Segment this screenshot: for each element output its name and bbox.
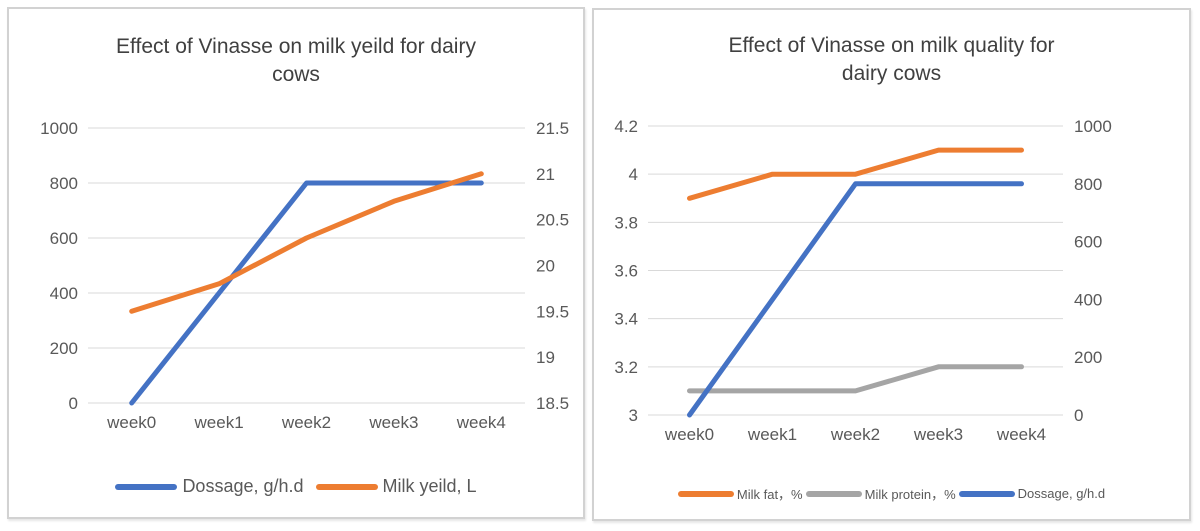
left-axis-tick-label: 600 (50, 229, 78, 248)
left-axis-tick-label: 200 (50, 339, 78, 358)
x-axis-category-label: week4 (456, 413, 506, 432)
legend-label: Milk yeild, L (382, 476, 477, 496)
right-axis-tick-label: 18.5 (536, 394, 569, 413)
milk-yield-chart-card[interactable]: Effect of Vinasse on milk yeild for dair… (7, 7, 585, 519)
x-axis-category-label: week0 (106, 413, 156, 432)
series-line-dossage-g-h-d (687, 181, 1024, 418)
left-axis-tick-label: 400 (50, 284, 78, 303)
left-axis-tick-label: 1000 (40, 121, 78, 138)
legend-item-milk-fat: Milk fat，% (677, 484, 803, 503)
right-axis-tick-label: 200 (1074, 348, 1102, 367)
right-axis-tick-label: 20 (536, 257, 555, 276)
chart-legend: Dossage, g/h.d Milk yeild, L (9, 476, 583, 497)
legend-item-milk-protein: Milk protein，% (805, 484, 956, 503)
legend-swatch-blue-line (958, 490, 1015, 497)
right-axis-tick-label: 600 (1074, 233, 1102, 252)
right-axis-tick-label: 19 (536, 348, 555, 367)
left-axis-tick-label: 3.4 (614, 310, 638, 329)
left-axis-tick-label: 3 (629, 406, 638, 425)
left-axis-tick-label: 4 (629, 165, 638, 184)
chart-title-area: Effect of Vinasse on milk quality for da… (594, 10, 1189, 118)
milk-yield-chart-plot: 0 200 400 600 800 1000 18.5 19 19.5 20 20.5 21 21.5 w… (40, 119, 569, 432)
chart-title: Effect of Vinasse on milk quality for da… (728, 34, 1055, 85)
legend-swatch-orange-line (677, 490, 734, 497)
left-axis-tick-label: 800 (50, 174, 78, 193)
legend-label: Dossage, g/h.d (1017, 486, 1106, 501)
left-axis-tick-label: 3.2 (614, 358, 638, 377)
series-line-dossage-g-h-d (129, 180, 484, 406)
legend-label: Milk protein，% (864, 487, 956, 502)
x-axis-category-label: week2 (830, 425, 880, 444)
milk-quality-chart-plot: 3 3.2 3.4 3.6 3.8 4 4.2 0 200 400 600 800 1000 week0 w… (614, 117, 1112, 444)
legend-item-dossage-g-h-d: Dossage, g/h.d (958, 486, 1106, 501)
x-axis-category-label: week0 (664, 425, 714, 444)
series-line-milk-yeild-l (129, 171, 484, 314)
x-axis-category-label: week1 (747, 425, 797, 444)
legend-item-dossage-g-h-d: Dossage, g/h.d (115, 476, 304, 497)
chart-legend: Milk fat，% Milk protein，% Dossage, g/h.d (594, 484, 1189, 503)
right-axis-tick-label: 400 (1074, 290, 1102, 309)
x-axis-category-label: week4 (996, 425, 1046, 444)
chart-title-area: Effect of Vinasse on milk yeild for dair… (9, 9, 583, 121)
right-axis-tick-label: 800 (1074, 175, 1102, 194)
series-line-milk-protein (687, 364, 1024, 394)
legend-label: Milk fat，% (736, 487, 803, 502)
series-line-milk-fat (687, 147, 1024, 201)
left-axis-tick-label: 3.6 (614, 262, 638, 281)
right-axis-tick-label: 0 (1074, 406, 1083, 425)
x-axis-category-label: week1 (194, 413, 244, 432)
left-axis-tick-label: 4.2 (614, 118, 638, 136)
right-axis-tick-label: 20.5 (536, 211, 569, 230)
x-axis-category-label: week2 (281, 413, 331, 432)
left-axis-tick-label: 0 (69, 394, 78, 413)
milk-quality-chart-card[interactable]: Effect of Vinasse on milk quality for da… (592, 8, 1191, 521)
legend-swatch-blue-line (115, 483, 178, 490)
right-axis-tick-label: 21 (536, 165, 555, 184)
x-axis-category-label: week3 (368, 413, 418, 432)
chart-title: Effect of Vinasse on milk yeild for dair… (116, 35, 476, 86)
legend-swatch-orange-line (315, 483, 378, 490)
legend-swatch-gray-line (805, 490, 862, 497)
right-axis-tick-label: 1000 (1074, 118, 1112, 136)
legend-item-milk-yeild-l: Milk yeild, L (315, 476, 477, 497)
right-axis-tick-label: 19.5 (536, 302, 569, 321)
right-axis-tick-label: 21.5 (536, 121, 569, 138)
legend-label: Dossage, g/h.d (182, 476, 304, 496)
left-axis-tick-label: 3.8 (614, 213, 638, 232)
x-axis-category-label: week3 (913, 425, 963, 444)
